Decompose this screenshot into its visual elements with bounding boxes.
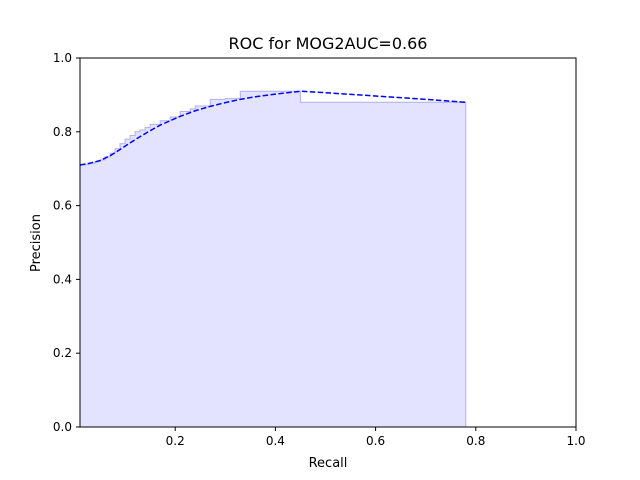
y-tick-label: 0.0	[53, 420, 72, 434]
precision-recall-area	[79, 90, 467, 428]
x-tick-label: 0.2	[166, 434, 185, 448]
y-tick-label: 0.8	[53, 125, 72, 139]
y-axis-label: Precision	[29, 214, 44, 272]
x-tick-label: 1.0	[566, 434, 585, 448]
y-tick-label: 0.4	[53, 272, 72, 286]
x-axis-ticks: 0.2 0.4 0.6 0.8 1.0	[166, 427, 586, 448]
axes-frame	[79, 57, 577, 428]
y-tick-label: 0.6	[53, 199, 72, 213]
x-axis-label: Recall	[309, 456, 348, 471]
y-axis-ticks: 0.0 0.2 0.4 0.6 0.8 1.0	[53, 51, 80, 434]
plot-area	[79, 90, 467, 428]
y-tick-label: 0.2	[53, 346, 72, 360]
x-tick-label: 0.8	[466, 434, 485, 448]
x-tick-label: 0.4	[266, 434, 285, 448]
x-tick-label: 0.6	[366, 434, 385, 448]
precision-recall-dashed-line	[79, 90, 466, 166]
y-tick-label: 1.0	[53, 51, 72, 65]
chart-title: ROC for MOG2AUC=0.66	[229, 34, 428, 53]
